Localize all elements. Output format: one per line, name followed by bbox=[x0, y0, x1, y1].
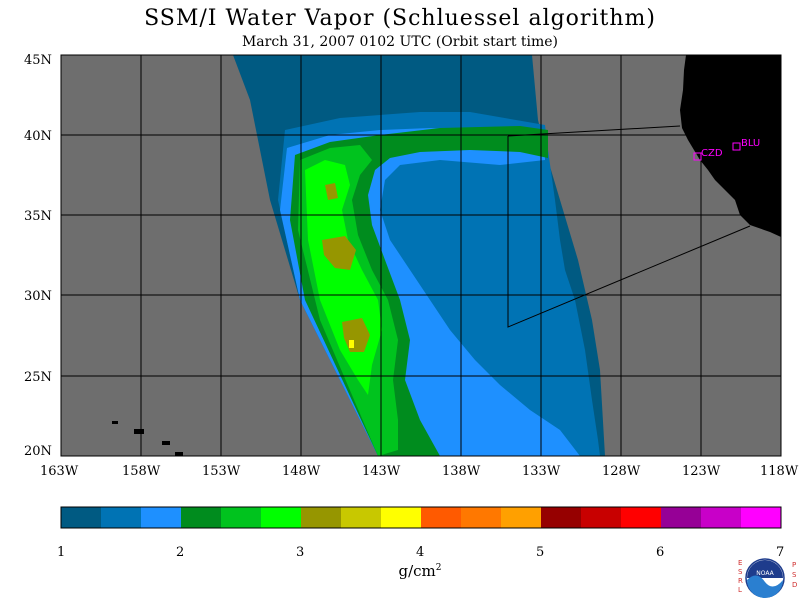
colorbar-segment bbox=[101, 507, 142, 528]
lat-label: 25N bbox=[24, 370, 52, 385]
colorbar-tick-label: 5 bbox=[536, 545, 544, 560]
colorbar-tick-label: 4 bbox=[416, 545, 424, 560]
logo-psd-letter: P bbox=[792, 561, 796, 569]
colorbar-segment bbox=[701, 507, 742, 528]
colorbar-segment bbox=[621, 507, 662, 528]
logo-esrl-letter: L bbox=[738, 586, 742, 594]
lat-label: 35N bbox=[24, 209, 52, 224]
station-czd: CZD bbox=[693, 148, 723, 161]
lon-label: 148W bbox=[282, 464, 321, 479]
lat-label: 45N bbox=[24, 53, 52, 68]
lon-label: 143W bbox=[362, 464, 401, 479]
lon-label: 163W bbox=[40, 464, 79, 479]
sector-outline bbox=[507, 125, 751, 328]
latitude-labels: 45N 40N 35N 30N 25N 20N bbox=[24, 53, 52, 459]
colorbar-segment bbox=[341, 507, 382, 528]
logo-esrl-letter: S bbox=[738, 568, 743, 576]
map-frame bbox=[60, 54, 782, 457]
colorbar-segment bbox=[61, 507, 102, 528]
lon-label: 118W bbox=[760, 464, 799, 479]
colorbar-ticks: 1 2 3 4 5 6 7 bbox=[57, 545, 784, 560]
logo-sky bbox=[747, 560, 783, 578]
lat-label: 20N bbox=[24, 444, 52, 459]
colorbar-segment bbox=[581, 507, 622, 528]
high-vapor-patch-3 bbox=[325, 183, 338, 200]
colorbar-segment bbox=[141, 507, 182, 528]
station-blu: BLU bbox=[732, 138, 760, 151]
map-title: SSM/I Water Vapor (Schluessel algorithm) bbox=[144, 6, 656, 31]
colorbar-segment bbox=[501, 507, 542, 528]
colorbar-segment bbox=[181, 507, 222, 528]
colorbar-tick-label: 6 bbox=[656, 545, 664, 560]
units-text: g/cm bbox=[398, 562, 436, 580]
logo-psd-letter: S bbox=[792, 571, 797, 579]
hawaiian-islands bbox=[112, 421, 183, 456]
units-superscript: 2 bbox=[435, 563, 442, 573]
lon-label: 123W bbox=[682, 464, 721, 479]
logo-psd-letter: D bbox=[792, 581, 797, 589]
map-subtitle: March 31, 2007 0102 UTC (Orbit start tim… bbox=[241, 34, 559, 50]
colorbar-segment bbox=[421, 507, 462, 528]
colorbar-segment bbox=[221, 507, 262, 528]
logo-noaa-text: NOAA bbox=[756, 570, 774, 577]
lat-label: 40N bbox=[24, 129, 52, 144]
graticule bbox=[61, 55, 781, 456]
colorbar-tick-label: 7 bbox=[776, 545, 784, 560]
colorbar-segment bbox=[461, 507, 502, 528]
noaa-esrl-psd-logo: E S R L P S D NOAA bbox=[738, 558, 797, 598]
lon-label: 138W bbox=[442, 464, 481, 479]
colorbar-segment bbox=[541, 507, 582, 528]
colorbar-tick-label: 2 bbox=[176, 545, 184, 560]
lon-label: 158W bbox=[122, 464, 161, 479]
colorbar-tick-label: 1 bbox=[57, 545, 65, 560]
colorbar-segment bbox=[261, 507, 302, 528]
colorbar-tick-label: 3 bbox=[296, 545, 304, 560]
lon-label: 133W bbox=[522, 464, 561, 479]
lat-label: 30N bbox=[24, 289, 52, 304]
colorbar-segment bbox=[301, 507, 342, 528]
colorbar bbox=[61, 507, 782, 528]
high-vapor-patch-1 bbox=[322, 236, 356, 270]
logo-sea bbox=[747, 575, 783, 598]
north-america-land bbox=[680, 55, 781, 237]
colorbar-segment bbox=[381, 507, 422, 528]
logo-esrl-letter: R bbox=[738, 577, 743, 585]
longitude-labels: 163W 158W 153W 148W 143W 138W 133W 128W … bbox=[40, 464, 799, 479]
high-vapor-peak bbox=[349, 340, 354, 348]
colorbar-segment bbox=[741, 507, 782, 528]
logo-esrl-letter: E bbox=[738, 559, 742, 567]
colorbar-segment bbox=[661, 507, 702, 528]
lon-label: 153W bbox=[202, 464, 241, 479]
lon-label: 128W bbox=[602, 464, 641, 479]
colorbar-frame bbox=[60, 506, 782, 529]
station-czd-label: CZD bbox=[701, 148, 723, 159]
station-blu-label: BLU bbox=[741, 138, 760, 149]
colorbar-units: g/cm2 bbox=[0, 562, 800, 580]
